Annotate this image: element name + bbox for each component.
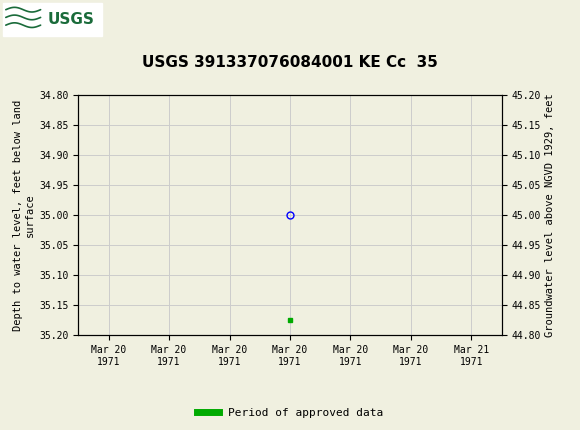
Bar xyxy=(3,3,102,36)
Y-axis label: Depth to water level, feet below land
surface: Depth to water level, feet below land su… xyxy=(13,99,35,331)
Text: USGS 391337076084001 KE Cc  35: USGS 391337076084001 KE Cc 35 xyxy=(142,55,438,70)
Legend: Period of approved data: Period of approved data xyxy=(193,403,387,422)
Text: USGS: USGS xyxy=(48,12,95,27)
Y-axis label: Groundwater level above NGVD 1929, feet: Groundwater level above NGVD 1929, feet xyxy=(545,93,555,337)
